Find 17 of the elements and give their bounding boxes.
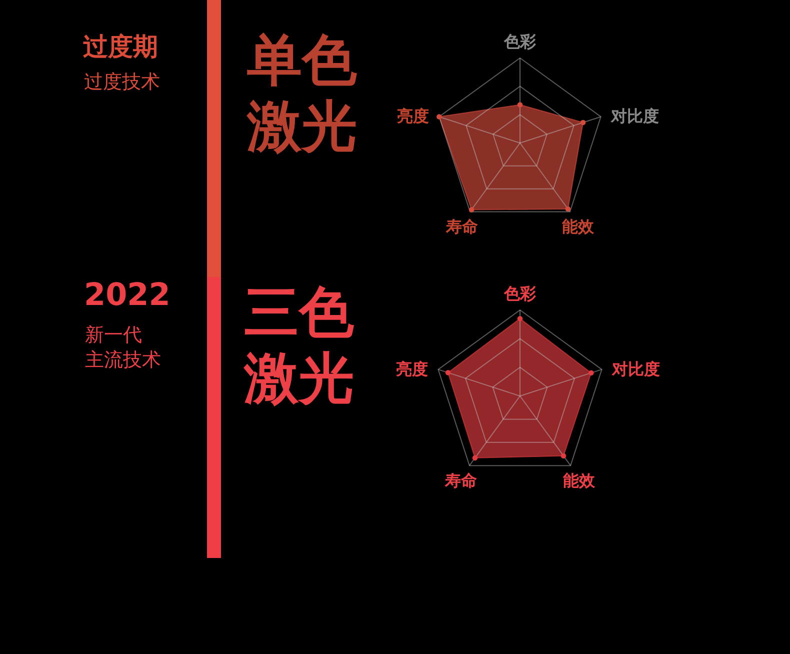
spoke-label: 色彩 bbox=[503, 32, 537, 51]
text: 过度期 bbox=[82, 32, 158, 61]
spoke-label: 寿命 bbox=[444, 217, 478, 236]
spoke-label: 对比度 bbox=[610, 359, 660, 378]
spoke-label: 能效 bbox=[562, 217, 596, 236]
text: 单色激光 bbox=[246, 28, 357, 158]
spoke-label: 亮度 bbox=[396, 106, 430, 126]
text: 主流技术 bbox=[85, 349, 161, 371]
spoke-label: 色彩 bbox=[503, 284, 537, 303]
spoke-label: 能效 bbox=[562, 470, 596, 490]
spoke-label: 亮度 bbox=[395, 359, 428, 378]
spoke-label: 寿命 bbox=[444, 470, 478, 490]
spoke-label: 对比度 bbox=[610, 106, 659, 126]
text: 新一代 bbox=[85, 324, 142, 346]
text: 2022 bbox=[84, 277, 170, 313]
text: 过度技术 bbox=[84, 71, 160, 93]
text: 三色激光 bbox=[243, 280, 354, 410]
